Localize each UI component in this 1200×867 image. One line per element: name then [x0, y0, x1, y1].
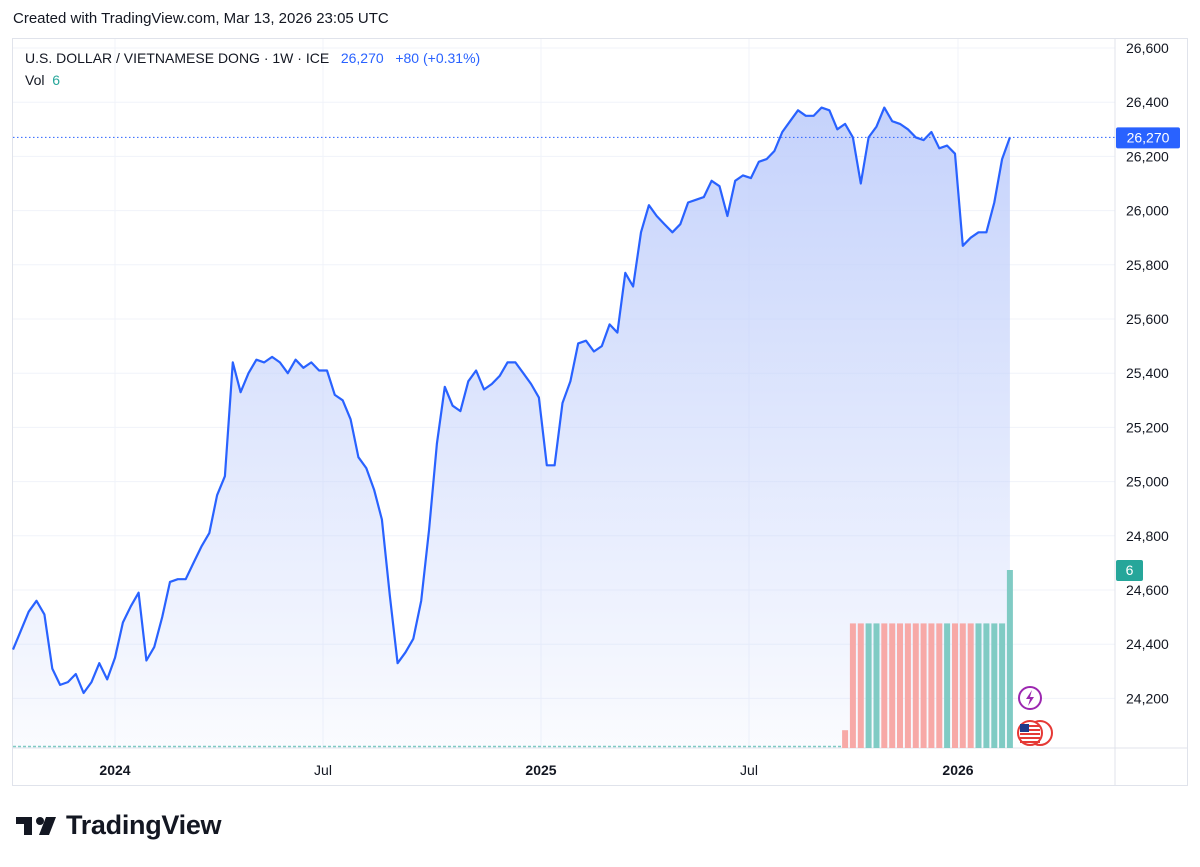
created-with-text: Created with TradingView.com, Mar 13, 20… — [13, 10, 389, 27]
volume-bar — [904, 623, 911, 748]
price-area — [13, 107, 1010, 749]
y-tick-label: 25,600 — [1126, 311, 1169, 327]
volume-bar — [967, 623, 974, 748]
symbol-line: U.S. DOLLAR / VIETNAMESE DONG · 1W · ICE… — [25, 47, 480, 69]
x-axis: 2024 Jul 2025 Jul 2026 — [99, 762, 973, 778]
volume-bar — [857, 623, 864, 748]
volume-bar — [952, 623, 958, 748]
chart-frame — [12, 38, 1188, 786]
price-line — [11, 106, 1115, 695]
flag-stripe — [1020, 733, 1040, 735]
flag-stripe — [1020, 737, 1040, 739]
flag-stripe — [1020, 725, 1040, 727]
y-tick-label: 25,800 — [1126, 257, 1169, 273]
volume-bar — [912, 623, 919, 748]
volume-bar — [991, 623, 998, 748]
volume-bar — [842, 730, 849, 748]
symbol-title[interactable]: U.S. DOLLAR / VIETNAMESE DONG · 1W · ICE — [25, 50, 330, 66]
volume-bar — [936, 623, 943, 748]
y-tick-label: 24,200 — [1126, 690, 1169, 706]
last-price-badge-label: 26,270 — [1127, 129, 1170, 145]
volume-bar — [873, 623, 880, 748]
volume-bar — [983, 623, 990, 748]
last-price: 26,270 — [340, 50, 384, 66]
y-tick-label: 26,000 — [1126, 203, 1169, 219]
price-line-path — [11, 106, 1011, 695]
tradingview-brand: TradingView — [66, 810, 222, 840]
volume-bar — [889, 623, 896, 748]
volume-bar — [897, 623, 903, 748]
volume-bar — [959, 623, 966, 748]
axis-badges: 26,270 6 — [1116, 127, 1180, 581]
y-tick-label: 24,800 — [1126, 528, 1169, 544]
y-tick-label: 25,000 — [1126, 474, 1169, 490]
volume-bar — [881, 623, 888, 748]
flag-canton — [1020, 724, 1029, 732]
price-change: +80 (+0.31%) — [395, 50, 481, 66]
y-tick-label: 24,600 — [1126, 582, 1169, 598]
y-tick-label: 25,400 — [1126, 365, 1169, 381]
volume-bar — [944, 623, 951, 748]
flag-stripe — [1020, 741, 1040, 743]
event-icons[interactable] — [1017, 686, 1053, 746]
chart-legend: U.S. DOLLAR / VIETNAMESE DONG · 1W · ICE… — [25, 47, 480, 91]
y-tick-label: 26,400 — [1126, 94, 1169, 110]
flag-stripe — [1020, 729, 1040, 731]
x-tick-label: Jul — [740, 762, 758, 778]
y-tick-label: 26,600 — [1126, 40, 1169, 56]
volume-bar — [928, 623, 935, 748]
lightning-glyph — [1026, 690, 1034, 706]
x-tick-label: 2025 — [525, 762, 556, 778]
vol-label[interactable]: Vol — [25, 72, 45, 88]
tradingview-logo-icon — [16, 816, 56, 835]
volume-bar — [975, 623, 982, 748]
volume-badge-label: 6 — [1126, 562, 1134, 578]
price-area-fill — [13, 107, 1010, 749]
y-tick-label: 25,200 — [1126, 419, 1169, 435]
volume-bar — [1006, 570, 1013, 748]
volume-bar — [865, 623, 872, 748]
tradingview-logo[interactable]: TradingView — [16, 810, 222, 841]
volume-bar — [999, 623, 1006, 748]
x-tick-label: 2024 — [99, 762, 130, 778]
y-tick-label: 24,400 — [1126, 636, 1169, 652]
volume-bars — [13, 570, 1013, 748]
vol-value: 6 — [52, 72, 61, 88]
x-tick-label: 2026 — [942, 762, 973, 778]
y-axis: 24,200 24,400 24,600 24,800 25,000 25,200 25,4… — [1126, 40, 1169, 706]
volume-badge — [1116, 560, 1143, 581]
volume-bar — [920, 623, 927, 748]
last-price-badge — [1116, 127, 1180, 149]
x-tick-label: Jul — [314, 762, 332, 778]
volume-bar — [849, 623, 856, 748]
y-tick-label: 26,200 — [1126, 148, 1169, 164]
volume-line: Vol 6 — [25, 69, 480, 91]
